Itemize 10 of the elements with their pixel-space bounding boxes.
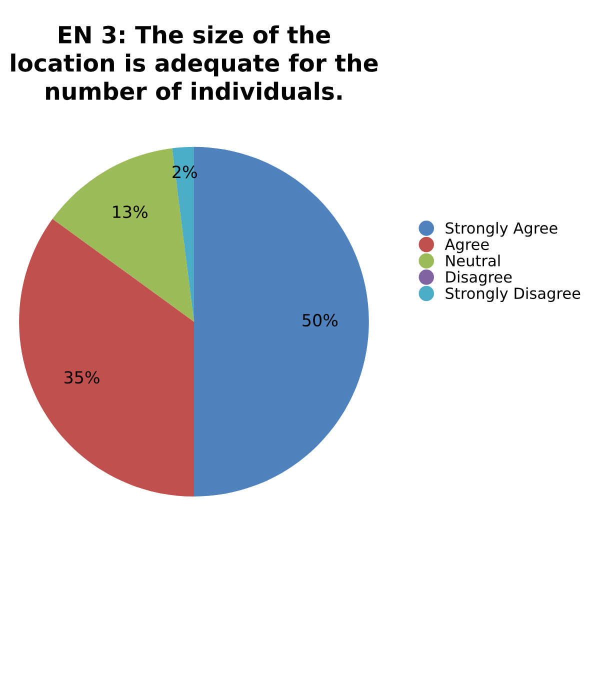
data-label: 50% <box>302 314 338 327</box>
legend-label: Disagree <box>446 270 512 286</box>
chart-title: EN 3: The size of the location is adequate for the number of individuals. <box>11 25 378 100</box>
data-label: 13% <box>113 206 148 218</box>
pie-slice <box>19 218 194 497</box>
legend-label: Strongly Disagree <box>446 287 580 302</box>
legend-label: Neutral <box>446 254 500 266</box>
data-label: 35% <box>64 371 100 384</box>
legend-label: Strongly Agree <box>446 222 558 237</box>
legend-label: Agree <box>444 238 489 254</box>
